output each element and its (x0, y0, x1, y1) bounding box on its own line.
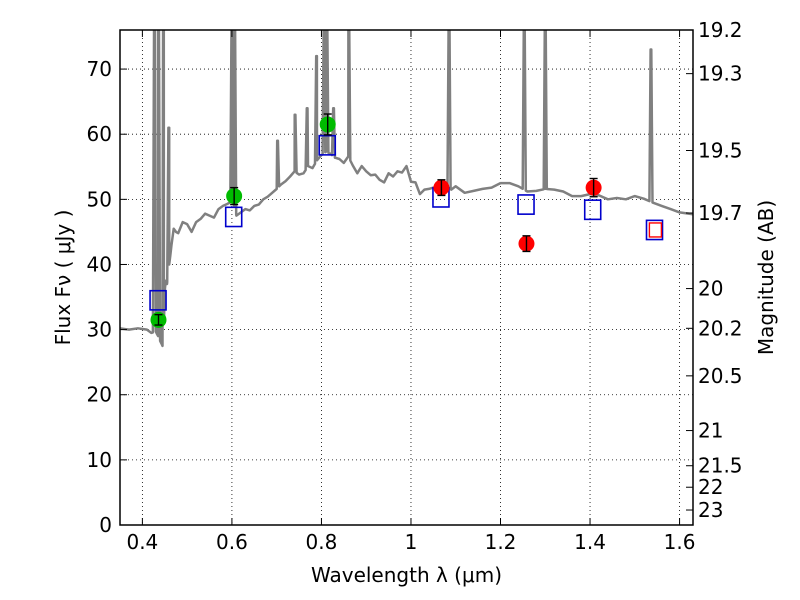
y-tick-label: 60 (87, 122, 112, 146)
mag-tick-label: 19.3 (698, 62, 743, 86)
axis-ticks: 0.4 0.6 0.8 1 1.2 1.4 1.6 0 10 20 30 40 50 60 70 19.2 19… (87, 18, 743, 554)
mag-tick-label: 20 (698, 277, 723, 301)
y-axis-title: Flux Fν ( μJy ) (51, 210, 75, 346)
y-tick-label: 20 (87, 383, 112, 407)
mag-tick-label: 20.2 (698, 316, 743, 340)
model-band-square (645, 219, 664, 241)
x-tick-label: 1.4 (574, 530, 606, 554)
y-tick-label: 10 (87, 448, 112, 472)
model-spectrum (120, 30, 693, 348)
x-tick-label: 1 (405, 530, 418, 554)
mag-tick-label: 23 (698, 498, 723, 522)
mag-tick-label: 20.5 (698, 364, 743, 388)
grid (120, 30, 693, 526)
x-tick-label: 1.2 (485, 530, 517, 554)
model-band-square (517, 194, 535, 215)
y-tick-label: 50 (87, 187, 112, 211)
x-tick-label: 0.4 (126, 530, 158, 554)
mag-tick-label: 21.5 (698, 454, 743, 478)
mag-tick-label: 19.2 (698, 18, 743, 42)
y-axis-right-title: Magnitude (AB) (754, 200, 778, 355)
predicted-square (648, 222, 663, 238)
mag-tick-label: 21 (698, 419, 723, 443)
model-band-square (149, 289, 167, 311)
y-tick-label: 30 (87, 318, 112, 342)
mag-tick-label: 22 (698, 475, 723, 499)
plot-frame (119, 29, 694, 526)
x-tick-label: 0.8 (306, 530, 338, 554)
x-tick-label: 0.6 (216, 530, 248, 554)
model-band-square (318, 134, 337, 156)
data-markers (149, 113, 664, 328)
model-band-square (583, 199, 602, 221)
y-tick-label: 40 (87, 252, 112, 276)
mag-tick-label: 19.7 (698, 201, 743, 225)
y-tick-label: 70 (87, 57, 112, 81)
x-axis-title: Wavelength λ (μm) (311, 563, 502, 587)
spectrum-line (120, 30, 693, 348)
x-tick-label: 1.6 (664, 530, 696, 554)
mag-tick-label: 19.5 (698, 138, 743, 162)
y-tick-label: 0 (99, 513, 112, 537)
model-band-square (224, 206, 243, 228)
